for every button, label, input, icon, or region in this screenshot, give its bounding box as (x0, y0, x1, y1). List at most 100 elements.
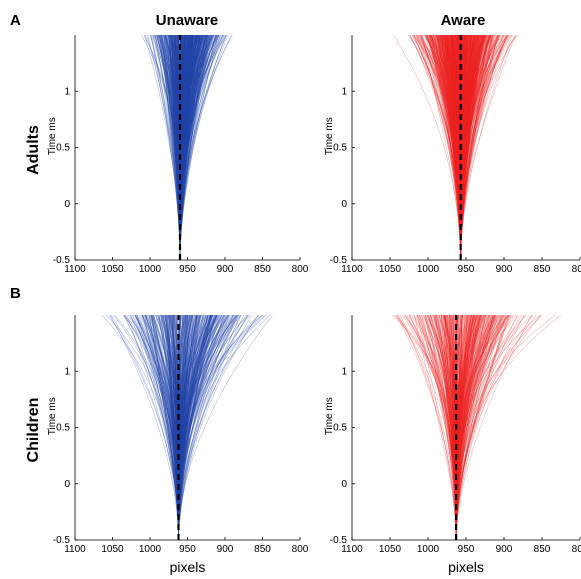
trajectory-line (179, 35, 209, 260)
trajectory-line (179, 35, 216, 260)
trajectory-line (178, 315, 223, 540)
trajectory-line (179, 35, 213, 260)
trajectory-line (172, 35, 182, 260)
trajectory-line (179, 35, 224, 260)
trajectory-line (439, 35, 461, 260)
trajectory-line (174, 35, 183, 260)
trajectory-line (460, 35, 480, 260)
trajectory-line (427, 35, 461, 260)
trajectory-line (458, 35, 464, 260)
trajectory-line (179, 35, 202, 260)
trajectory-line (178, 35, 190, 260)
trajectory-line (435, 35, 461, 260)
trajectory-line (179, 35, 185, 260)
trajectory-line (148, 315, 179, 540)
trajectory-line (178, 35, 190, 260)
trajectory-line (460, 35, 489, 260)
trajectory-line (450, 35, 461, 260)
trajectory-line (425, 35, 462, 260)
trajectory-line (460, 35, 471, 260)
trajectory-line (456, 35, 461, 260)
trajectory-line (460, 35, 478, 260)
trajectory-line (460, 35, 484, 260)
trajectory-line (444, 35, 461, 260)
trajectory-line (447, 35, 461, 260)
trajectory-line (452, 35, 461, 260)
trajectory-line (179, 35, 195, 260)
trajectory-line (179, 35, 203, 260)
trajectory-line (426, 35, 461, 260)
trajectory-line (435, 35, 461, 260)
trajectory-line (179, 35, 199, 260)
x-tick-label: 1000 (139, 544, 162, 555)
trajectory-line (460, 35, 473, 260)
trajectory-line (453, 35, 463, 260)
trajectory-line (179, 35, 225, 260)
trajectory-line (179, 35, 221, 260)
trajectory-line (179, 35, 227, 260)
trajectory-line (171, 35, 181, 260)
trajectory-line (458, 35, 463, 260)
trajectory-line (458, 35, 463, 260)
trajectory-line (163, 35, 181, 260)
trajectory-line (430, 35, 461, 260)
trajectory-line (144, 35, 181, 260)
trajectory-line (179, 35, 193, 260)
trajectory-line (179, 35, 223, 260)
trajectory-line (458, 35, 471, 260)
trajectory-line (135, 315, 179, 540)
x-tick-label: 1000 (139, 264, 162, 275)
trajectory-line (456, 35, 461, 260)
trajectory-line (178, 315, 212, 540)
trajectory-line (460, 35, 487, 260)
trajectory-line (454, 35, 461, 260)
trajectory-line (426, 35, 461, 260)
trajectory-line (179, 35, 185, 260)
trajectory-line (460, 35, 481, 260)
trajectory-line (152, 315, 179, 540)
trajectory-line (178, 315, 218, 540)
trajectory-line (458, 35, 464, 260)
trajectory-line (174, 35, 181, 260)
trajectory-line (178, 35, 190, 260)
trajectory-line (166, 35, 181, 260)
trajectory-line (177, 315, 208, 540)
trajectory-line (178, 315, 209, 540)
trajectory-line (169, 315, 179, 540)
trajectory-line (460, 35, 474, 260)
trajectory-line (178, 315, 185, 540)
trajectory-line (453, 35, 464, 260)
trajectory-line (445, 35, 461, 260)
y-tick-label: -0.5 (330, 255, 348, 266)
trajectory-line (179, 35, 212, 260)
trajectory-line (460, 35, 492, 260)
trajectory-line (179, 35, 189, 260)
trajectory-line (451, 35, 461, 260)
trajectory-line (458, 35, 478, 260)
trajectory-line (409, 35, 461, 260)
trajectory-line (440, 35, 461, 260)
trajectory-line (460, 35, 474, 260)
trajectory-line (435, 35, 461, 260)
trajectory-line (417, 35, 461, 260)
trajectory-line (447, 35, 463, 260)
trajectory-line (439, 35, 461, 260)
trajectory-line (172, 35, 181, 260)
trajectory-line (458, 35, 465, 260)
trajectory-line (460, 35, 484, 260)
trajectory-line (178, 315, 215, 540)
trajectory-line (428, 35, 461, 260)
trajectory-line (143, 315, 179, 540)
trajectory-line (460, 35, 481, 260)
trajectory-line (412, 35, 461, 260)
trajectory-line (179, 35, 192, 260)
trajectory-line (179, 35, 219, 260)
trajectory-line (419, 35, 461, 260)
trajectory-line (179, 35, 184, 260)
trajectory-line (439, 35, 461, 260)
trajectory-line (457, 35, 469, 260)
trajectory-line (179, 35, 185, 260)
trajectory-line (177, 35, 184, 260)
trajectory-line (152, 315, 179, 540)
